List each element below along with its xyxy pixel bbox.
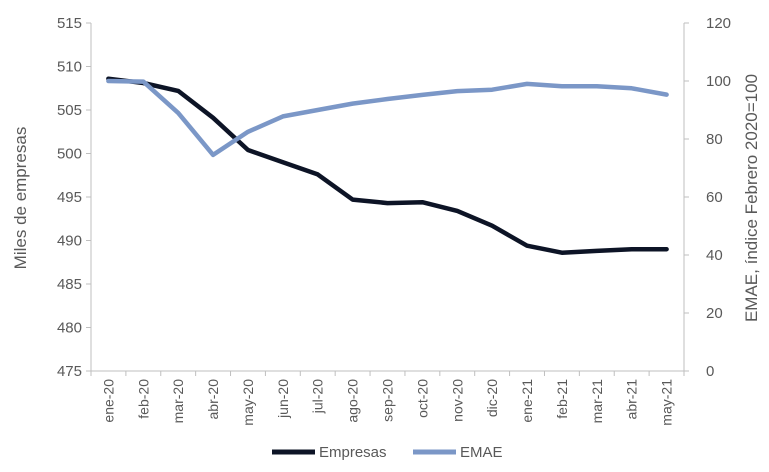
data-point-empresas [455,209,459,213]
data-point-emae [281,114,285,118]
data-point-emae [665,93,669,97]
x-tick-label: mar-21 [589,379,605,424]
left-tick-label: 515 [57,15,82,32]
left-axis-title: Miles de empresas [11,127,30,270]
data-point-emae [106,79,110,83]
data-point-empresas [490,224,494,228]
right-tick-label: 100 [706,73,731,90]
x-tick-label: may-21 [659,379,675,426]
x-tick-label: ene-21 [519,379,535,423]
x-tick-label: may-20 [240,379,256,426]
x-tick-label: jul-20 [310,379,326,414]
data-point-emae [246,130,250,134]
right-axis-title: EMAE, índice Febrero 2020=100 [742,74,761,322]
data-point-empresas [246,148,250,152]
right-axis-ticks: 120 100 80 60 40 20 0 [684,15,731,380]
x-tick-label: mar-20 [170,379,186,424]
legend-label-empresas: Empresas [319,444,387,461]
left-tick-label: 480 [57,320,82,337]
x-tick-label: abr-21 [624,379,640,420]
data-point-emae [560,84,564,88]
right-tick-label: 40 [706,247,723,264]
right-tick-label: 20 [706,305,723,322]
data-point-empresas [595,249,599,253]
x-tick-label: jun-20 [275,379,291,419]
x-tick-label: ene-20 [100,379,116,423]
x-tick-label: sep-20 [380,379,396,422]
data-point-empresas [316,172,320,176]
data-point-empresas [560,251,564,255]
data-point-emae [386,97,389,101]
right-tick-label: 0 [706,363,714,380]
x-tick-label: feb-21 [554,379,570,419]
data-point-empresas [630,247,634,251]
x-axis-ticks: ene-20 feb-20 mar-20 abr-20 may-20 jun-20 jul-… [90,371,685,426]
data-point-empresas [211,116,215,120]
data-point-emae [351,102,355,106]
data-point-emae [420,93,424,97]
x-tick-label: feb-20 [135,379,151,419]
left-tick-label: 475 [57,363,82,380]
x-tick-label: ago-20 [345,379,361,423]
data-point-emae [595,84,599,88]
left-tick-label: 495 [57,189,82,206]
left-axis-ticks: 515 510 505 500 495 490 485 480 475 [57,15,91,380]
data-point-emae [141,80,145,84]
data-point-empresas [281,160,285,164]
x-tick-label: abr-20 [205,379,221,420]
data-point-empresas [665,247,669,251]
data-point-emae [455,89,459,93]
series-line-empresas [106,76,669,255]
legend: Empresas EMAE [272,444,503,461]
x-tick-label: nov-20 [449,379,465,422]
right-tick-label: 120 [706,15,731,32]
left-tick-label: 500 [57,146,82,163]
series-lines [106,76,669,255]
data-point-empresas [386,201,389,205]
data-point-empresas [351,198,355,202]
data-point-emae [176,111,180,115]
left-tick-label: 490 [57,233,82,250]
data-point-empresas [420,200,424,204]
x-tick-label: oct-20 [414,379,430,418]
left-tick-label: 510 [57,59,82,76]
axes [90,23,685,372]
right-tick-label: 60 [706,189,723,206]
data-point-emae [490,88,494,92]
data-point-empresas [525,244,529,248]
left-tick-label: 505 [57,102,82,119]
data-point-emae [525,82,529,86]
data-point-emae [316,108,320,112]
data-point-empresas [176,89,180,93]
left-tick-label: 485 [57,276,82,293]
data-point-emae [630,86,634,90]
data-point-emae [211,153,215,157]
legend-label-emae: EMAE [460,444,503,461]
right-tick-label: 80 [706,131,723,148]
series-line-emae [106,78,669,158]
x-tick-label: dic-20 [484,379,500,417]
